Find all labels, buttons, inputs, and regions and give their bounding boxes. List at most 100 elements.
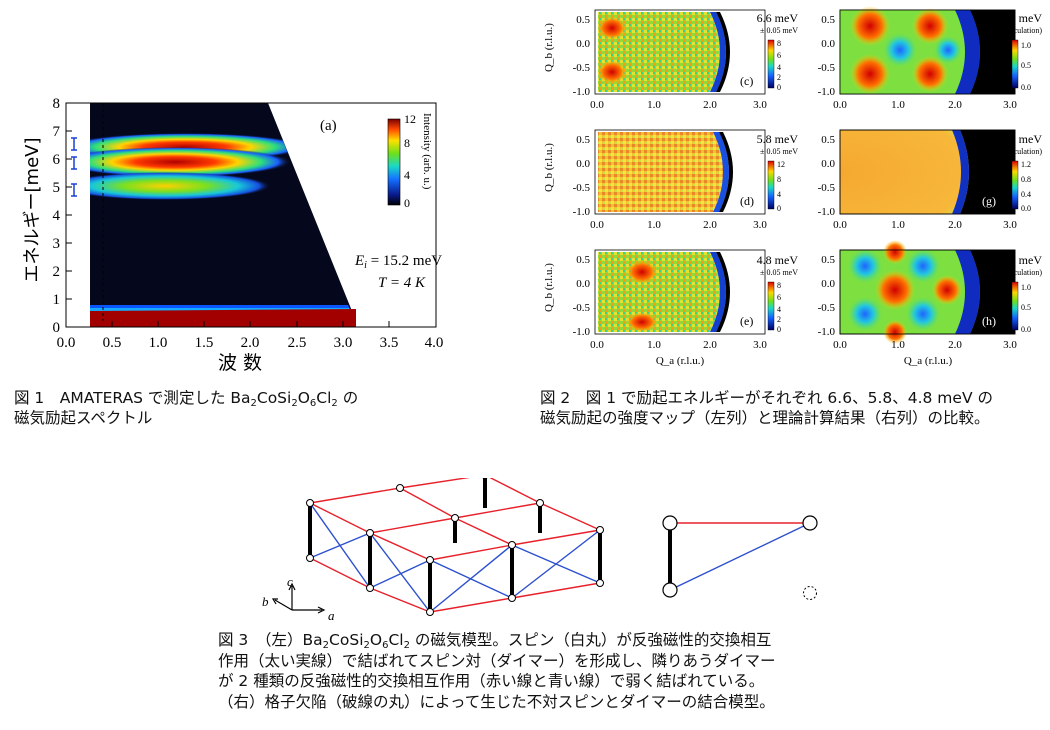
fig2-ytick: 0.5 — [576, 134, 590, 146]
svg-text:4: 4 — [777, 63, 781, 72]
svg-text:0: 0 — [777, 83, 781, 92]
panel-note: ± 0.05 meV — [760, 26, 798, 35]
axes-triad — [271, 582, 326, 614]
fig2-ytick: -1.0 — [818, 206, 836, 218]
fig2-ytick: 0.0 — [576, 278, 590, 290]
fig2-ytick: -1.0 — [573, 86, 591, 98]
fig2-ytick: 0.0 — [821, 38, 835, 50]
fig2-ytick: 0.5 — [576, 14, 590, 26]
panel-letter: (d) — [740, 194, 754, 208]
fig2-ytick: -0.5 — [818, 182, 836, 194]
blue-bonds — [309, 502, 601, 613]
panel-h — [839, 240, 1016, 344]
panel-letter: (c) — [740, 74, 753, 88]
fig2-ytick: 0.5 — [821, 254, 835, 266]
svg-text:0.0: 0.0 — [1021, 204, 1031, 213]
panel-letter: (e) — [740, 314, 753, 328]
fig2-xtick: 3.0 — [753, 219, 767, 231]
fig2-ytick: -1.0 — [573, 326, 591, 338]
fig2-xtick: 2.0 — [703, 99, 717, 111]
fig2-xtick: 2.0 — [703, 219, 717, 231]
svg-text:8: 8 — [777, 39, 781, 48]
panel-note: (calculation) — [1002, 147, 1043, 156]
fig1-cb-tick: 4 — [404, 168, 410, 182]
fig2-xtick: 1.0 — [891, 219, 905, 231]
fig2-xtick: 0.0 — [590, 339, 604, 351]
svg-text:6: 6 — [777, 51, 781, 60]
panel-note: (calculation) — [1002, 268, 1043, 277]
fig1-xtick: 0.0 — [57, 335, 76, 351]
fig1-panel-label: (a) — [320, 118, 337, 134]
svg-text:8: 8 — [777, 175, 781, 184]
fig1-ytick: 4 — [53, 208, 61, 224]
fig2-ytick: 0.5 — [576, 254, 590, 266]
fig2-xtick: 2.0 — [948, 219, 962, 231]
fig2-ytick: -0.5 — [818, 62, 836, 74]
fig1-xtick: 3.0 — [334, 335, 353, 351]
svg-text:12: 12 — [777, 160, 785, 169]
fig2-xtick: 0.0 — [833, 99, 847, 111]
fig2-ytick: -0.5 — [818, 302, 836, 314]
fig1-ei: E — [354, 253, 364, 269]
fig1-xtick: 3.5 — [380, 335, 399, 351]
svg-text:2: 2 — [777, 315, 781, 324]
fig2-xtick: 1.0 — [647, 99, 661, 111]
fig1-colorbar-label: Intensity (arb. u.) — [421, 113, 433, 190]
fig2-xtick: 1.0 — [647, 339, 661, 351]
fig2-ytick: -0.5 — [573, 62, 591, 74]
fig1-x-label: 波 数 — [218, 352, 262, 374]
panel-energy: 5.8 meV — [1001, 132, 1043, 146]
axis-a-label: a — [328, 608, 335, 623]
fig1-ytick: 0 — [53, 320, 61, 336]
fig2-caption: 図 2 図 1 で励起エネルギーがそれぞれ 6.6、5.8、4.8 meV の … — [540, 389, 993, 427]
panel-energy: 5.8 meV — [757, 132, 799, 146]
fig1-cb-tick: 8 — [404, 136, 410, 150]
svg-text:0: 0 — [777, 325, 781, 334]
svg-text:0.0: 0.0 — [1021, 325, 1031, 334]
fig2-ylabel: Q_b (r.l.u.) — [543, 143, 555, 192]
fig1-ytick: 3 — [53, 236, 61, 252]
panel-note: (calculation) — [1002, 26, 1043, 35]
panel-note: ± 0.05 meV — [760, 268, 798, 277]
fig1-cb-tick: 12 — [404, 112, 416, 126]
fig2-xlabel: Q_a (r.l.u.) — [656, 355, 705, 367]
fig2-xtick: 1.0 — [891, 99, 905, 111]
panel-energy: 6.6 meV — [757, 11, 799, 25]
fig2-xtick: 3.0 — [753, 99, 767, 111]
fig2-ytick: -1.0 — [818, 326, 836, 338]
fig2-ytick: -1.0 — [573, 206, 591, 218]
dimer-bonds — [308, 478, 602, 612]
fig2-ytick: 0.5 — [821, 14, 835, 26]
svg-text:0.4: 0.4 — [1021, 190, 1031, 199]
red-bonds-top — [309, 478, 601, 613]
svg-text:0: 0 — [777, 204, 781, 213]
fig1-xtick: 2.0 — [241, 335, 260, 351]
panel-g — [839, 129, 1016, 215]
fig2-ytick: 0.0 — [821, 278, 835, 290]
panel-letter: (f) — [980, 74, 992, 88]
fig2-xtick: 2.0 — [948, 339, 962, 351]
fig2-ytick: -1.0 — [818, 86, 836, 98]
panel-energy: 4.8 meV — [757, 253, 799, 267]
fig2-maps: 0.5 0.0 -0.5 -1.0 0.5 0.0 -0.5 -1.0 0.5 … — [543, 6, 1043, 367]
fig2-xtick: 2.0 — [948, 99, 962, 111]
panel-letter: (g) — [982, 194, 996, 208]
fig2-xtick: 0.0 — [833, 219, 847, 231]
fig1-xtick: 1.5 — [195, 335, 214, 351]
fig1-ytick: 8 — [53, 96, 61, 112]
fig2-xtick: 1.0 — [891, 339, 905, 351]
svg-text:Ei = 15.2 meV: Ei = 15.2 meV — [354, 253, 442, 271]
fig2-ytick: -0.5 — [573, 302, 591, 314]
svg-text:2: 2 — [777, 73, 781, 82]
fig1-xtick: 4.0 — [425, 335, 444, 351]
panel-d — [594, 129, 766, 215]
panel-letter: (h) — [982, 314, 996, 328]
fig1-spectrum: 8 7 6 5 4 3 2 1 0 0.0 0.5 1.0 1.5 2.0 2.… — [22, 96, 444, 374]
fig1-xtick: 1.0 — [149, 335, 168, 351]
defect-circle — [803, 586, 817, 600]
defect-model — [662, 515, 818, 600]
svg-text:6: 6 — [777, 293, 781, 302]
svg-text:4: 4 — [777, 305, 781, 314]
fig2-xtick: 3.0 — [1003, 99, 1017, 111]
elastic-line — [90, 309, 356, 327]
